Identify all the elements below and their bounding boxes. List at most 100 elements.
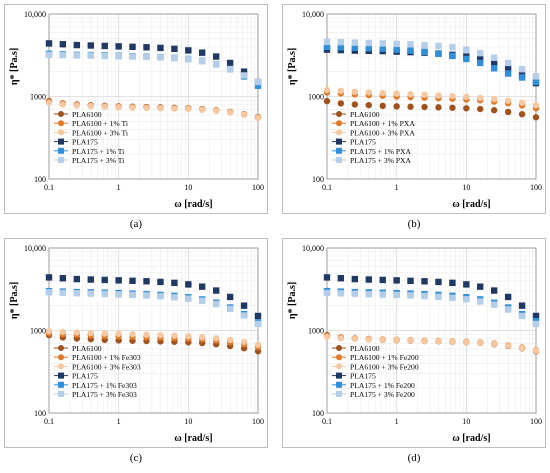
legend-label: PLA175 + 1% PXA [350, 147, 412, 156]
legend-label: PLA6100 [72, 110, 102, 119]
data-point [532, 312, 540, 320]
data-point [323, 86, 331, 94]
data-point [323, 274, 331, 281]
x-tick-label: 0.1 [322, 417, 332, 426]
data-point [115, 291, 122, 298]
legend-label: PLA6100 [72, 344, 102, 353]
data-point [435, 104, 442, 111]
data-point [490, 54, 498, 61]
x-tick-label: 10 [184, 417, 192, 426]
data-point [171, 105, 178, 112]
data-point [449, 338, 456, 345]
data-point [532, 102, 540, 109]
data-point [463, 296, 470, 303]
data-point [421, 292, 428, 300]
data-point [157, 293, 164, 300]
legend-label: PLA6100 + 3% Fe303 [72, 362, 141, 371]
data-point [407, 41, 414, 48]
data-point [337, 100, 345, 107]
y-tick-label: 100 [312, 175, 324, 184]
data-point [435, 278, 442, 286]
x-tick-label: 1 [395, 417, 399, 426]
data-point [254, 341, 262, 349]
data-point [365, 276, 372, 283]
legend-marker [58, 345, 64, 351]
x-tick-label: 1 [117, 183, 121, 192]
legend-label: PLA6100 + 3% Ti [72, 128, 128, 137]
data-point [226, 65, 234, 73]
data-point [351, 101, 359, 108]
data-point [73, 329, 81, 336]
data-point [351, 44, 359, 51]
x-axis-label: ω [rad/s] [174, 433, 212, 444]
data-point [504, 70, 512, 77]
data-point [59, 275, 67, 282]
legend-marker [58, 111, 64, 117]
data-point [185, 56, 192, 63]
legend-label: PLA175 [350, 372, 376, 381]
data-point [365, 39, 372, 47]
data-point [101, 103, 108, 110]
data-point [87, 290, 94, 297]
data-point [351, 290, 359, 297]
legend-marker [336, 129, 342, 136]
legend-label: PLA175 + 3% Fe200 [350, 390, 415, 399]
data-point [212, 61, 220, 68]
data-point [115, 52, 122, 60]
data-point [157, 331, 164, 339]
legend-label: PLA175 + 3% PXA [350, 156, 412, 165]
y-axis-label: η* [Pa.s] [287, 282, 298, 319]
data-point [143, 53, 150, 61]
data-point [379, 291, 386, 298]
y-tick-label: 10,000 [24, 244, 46, 253]
legend-label: PLA175 [72, 138, 98, 147]
data-point [407, 103, 414, 110]
data-point [143, 44, 150, 51]
y-tick-label: 100 [312, 409, 324, 418]
data-point [143, 331, 150, 338]
data-point [198, 297, 206, 305]
data-point [476, 105, 484, 113]
x-tick-label: 100 [530, 417, 542, 426]
data-point [379, 40, 386, 47]
data-point [532, 320, 540, 328]
data-point [449, 279, 456, 287]
y-tick-label: 100 [34, 409, 46, 418]
legend-label: PLA175 + 3% Ti [72, 156, 124, 165]
data-point [421, 103, 428, 111]
data-point [198, 57, 206, 65]
data-point [490, 95, 498, 103]
x-tick-label: 10 [184, 183, 192, 192]
data-point [143, 278, 150, 285]
data-point [198, 49, 206, 56]
data-point [365, 336, 372, 343]
data-point [254, 320, 262, 328]
data-point [351, 39, 359, 46]
data-point [337, 335, 345, 342]
y-axis-label: η* [Pa.s] [287, 48, 298, 85]
data-point [393, 291, 400, 299]
data-point [435, 293, 442, 301]
data-point [185, 295, 192, 302]
data-point [101, 330, 108, 337]
y-axis-label: η* [Pa.s] [9, 282, 20, 319]
data-point [490, 107, 498, 114]
legend-marker [58, 391, 64, 397]
data-point [129, 53, 136, 60]
data-point [323, 38, 331, 46]
data-point [240, 111, 248, 118]
data-point [351, 335, 359, 343]
legend-marker [336, 138, 342, 145]
data-point [393, 103, 400, 110]
legend-marker [336, 354, 342, 361]
data-point [463, 105, 470, 112]
data-point [337, 275, 345, 282]
x-tick-label: 0.1 [322, 183, 332, 192]
data-point [463, 93, 470, 101]
data-point [45, 328, 53, 335]
x-axis-label: ω [rad/s] [452, 433, 490, 444]
legend-marker [336, 120, 342, 127]
data-point [129, 43, 136, 51]
data-point [476, 55, 484, 63]
data-point [101, 290, 108, 298]
